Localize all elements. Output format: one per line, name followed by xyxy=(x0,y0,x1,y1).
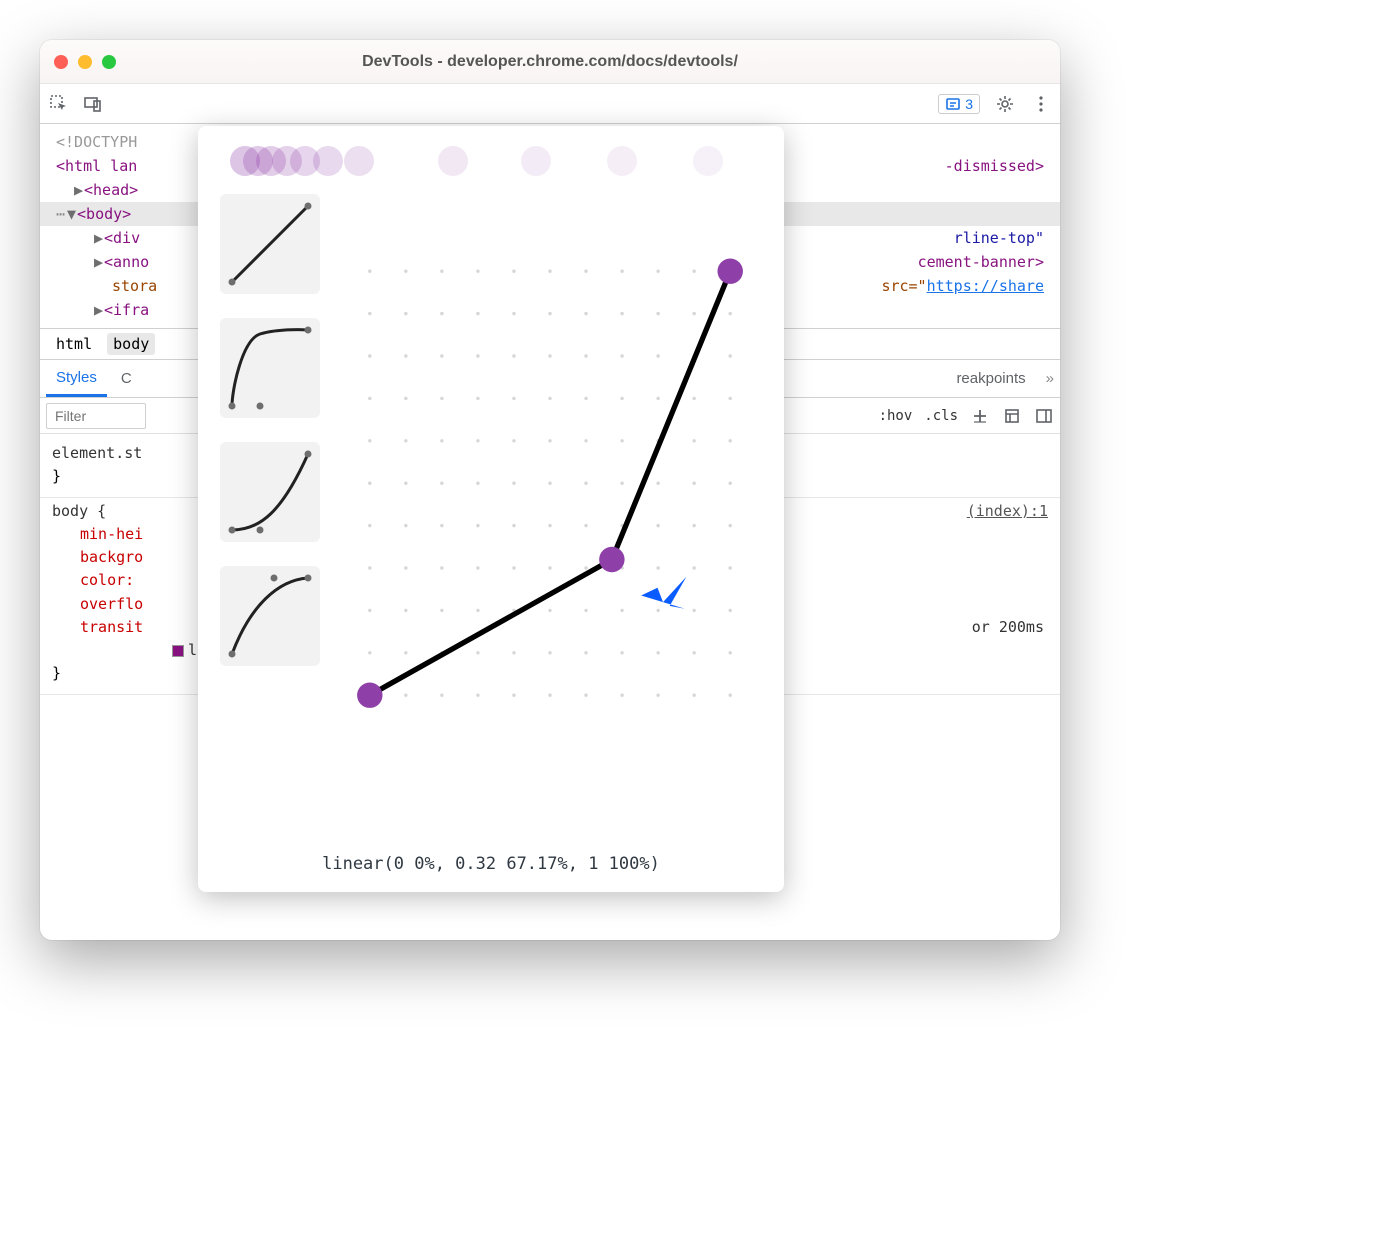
body-selector[interactable]: body { xyxy=(52,502,106,520)
easing-editor-popover: linear(0 0%, 0.32 67.17%, 1 100%) xyxy=(198,126,784,892)
toggle-sidebar-icon[interactable] xyxy=(1034,406,1054,426)
more-tabs-icon[interactable]: » xyxy=(1046,370,1054,387)
crumb-html[interactable]: html xyxy=(50,333,98,355)
easing-swatch-icon[interactable] xyxy=(172,645,184,657)
preset-linear[interactable] xyxy=(220,194,320,294)
prop-background[interactable]: backgro xyxy=(80,548,143,566)
prop-transition[interactable]: transit xyxy=(80,618,143,636)
stora-attr: stora xyxy=(112,277,157,295)
issues-count: 3 xyxy=(965,96,973,112)
rule-source-link[interactable]: (index):1 xyxy=(967,500,1048,523)
easing-preview-dots xyxy=(230,146,762,176)
devtools-toolbar: 3 xyxy=(40,84,1060,124)
dismissed-attr: -dismissed> xyxy=(945,154,1044,178)
share-url[interactable]: https://share xyxy=(927,277,1044,295)
body-tag[interactable]: <body> xyxy=(77,205,131,223)
easing-curve-editor[interactable] xyxy=(338,184,762,846)
new-rule-icon[interactable] xyxy=(970,406,990,426)
computed-styles-icon[interactable] xyxy=(1002,406,1022,426)
transition-duration: or 200ms xyxy=(972,616,1044,639)
device-toggle-icon[interactable] xyxy=(82,93,104,115)
easing-readout: linear(0 0%, 0.32 67.17%, 1 100%) xyxy=(220,846,762,876)
rline-top-attr: rline-top" xyxy=(954,229,1044,247)
html-tag: <html lan xyxy=(56,157,137,175)
iframe-tag[interactable]: <ifra xyxy=(104,301,149,319)
div-tag[interactable]: <div xyxy=(104,229,140,247)
prop-overflow[interactable]: overflo xyxy=(80,595,143,613)
gear-icon[interactable] xyxy=(994,93,1016,115)
crumb-body[interactable]: body xyxy=(107,333,155,355)
devtools-window: DevTools - developer.chrome.com/docs/dev… xyxy=(40,40,1060,940)
doctype-line: <!DOCTYPH xyxy=(56,133,137,151)
cls-toggle[interactable]: .cls xyxy=(924,408,958,424)
window-title: DevTools - developer.chrome.com/docs/dev… xyxy=(40,53,1060,71)
prop-min-height[interactable]: min-hei xyxy=(80,525,143,543)
titlebar: DevTools - developer.chrome.com/docs/dev… xyxy=(40,40,1060,84)
easing-presets xyxy=(220,184,320,846)
inspect-icon[interactable] xyxy=(48,93,70,115)
tab-breakpoints[interactable]: reakpoints xyxy=(946,362,1035,395)
preset-ease-out[interactable] xyxy=(220,566,320,666)
tab-computed[interactable]: C xyxy=(111,362,142,395)
preset-ease[interactable] xyxy=(220,318,320,418)
tab-styles[interactable]: Styles xyxy=(46,361,107,397)
filter-input[interactable] xyxy=(46,403,146,429)
preset-ease-in[interactable] xyxy=(220,442,320,542)
head-tag[interactable]: <head> xyxy=(84,181,138,199)
prop-color[interactable]: color: xyxy=(80,571,134,589)
hov-toggle[interactable]: :hov xyxy=(879,408,913,424)
issues-badge[interactable]: 3 xyxy=(938,94,980,114)
element-style-selector[interactable]: element.st xyxy=(52,444,142,462)
anno-tag[interactable]: <anno xyxy=(104,253,149,271)
cement-banner: cement-banner> xyxy=(918,250,1044,274)
kebab-icon[interactable] xyxy=(1030,93,1052,115)
